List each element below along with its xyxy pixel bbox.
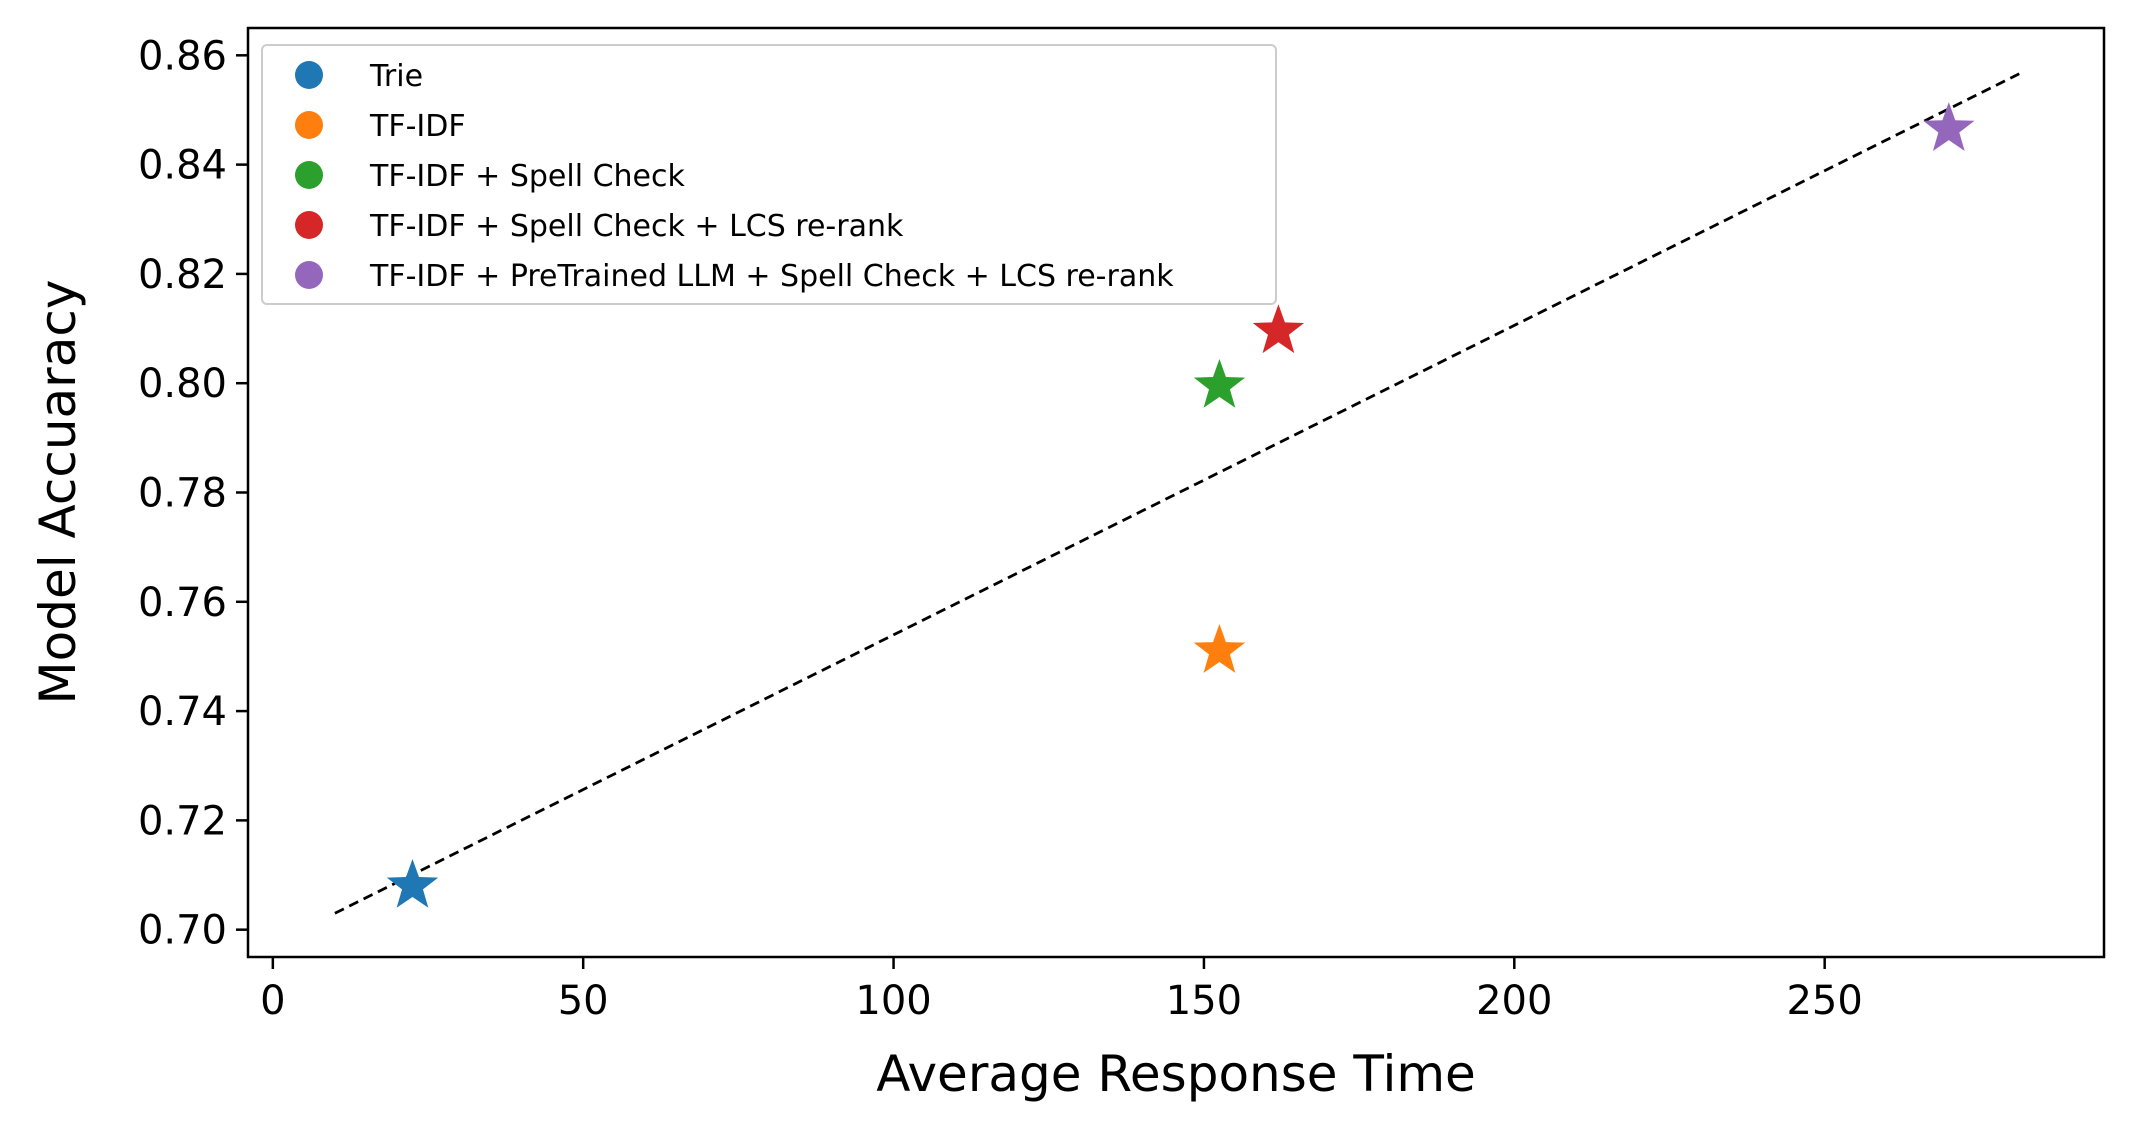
- legend-label: TF-IDF + Spell Check + LCS re-rank: [369, 209, 904, 244]
- legend-frame: [261, 44, 1277, 305]
- trend-line: [334, 70, 2024, 915]
- legend-label: TF-IDF + PreTrained LLM + Spell Check + …: [369, 259, 1174, 294]
- legend-marker: [295, 61, 323, 89]
- y-tick-label: 0.82: [138, 252, 227, 298]
- x-tick-label: 150: [1166, 978, 1242, 1024]
- legend-marker: [295, 261, 323, 289]
- y-tick-label: 0.84: [138, 143, 227, 189]
- data-point-star: [1193, 623, 1246, 673]
- y-tick-label: 0.74: [138, 689, 227, 735]
- y-tick-label: 0.86: [138, 33, 227, 79]
- x-axis-label: Average Response Time: [876, 1045, 1476, 1103]
- legend-marker: [295, 211, 323, 239]
- y-tick-label: 0.80: [138, 361, 227, 407]
- y-tick-label: 0.70: [138, 908, 227, 954]
- legend-marker: [295, 161, 323, 189]
- x-tick-label: 100: [855, 978, 931, 1024]
- x-tick-label: 50: [558, 978, 609, 1024]
- legend-marker: [295, 111, 323, 139]
- data-points: [386, 102, 1975, 908]
- legend-label: Trie: [369, 59, 423, 94]
- x-tick-label: 0: [260, 978, 285, 1024]
- y-tick-label: 0.76: [138, 580, 227, 626]
- y-axis-label: Model Accuaracy: [29, 280, 87, 705]
- data-point-star: [1252, 304, 1305, 354]
- y-axis-ticks: 0.70 0.72 0.74 0.76 0.78 0.80 0.82 0.84 0.86: [138, 33, 248, 954]
- x-tick-label: 250: [1786, 978, 1862, 1024]
- legend: Trie TF-IDF TF-IDF + Spell Check TF-IDF + S…: [261, 44, 1277, 305]
- trend-layer: [334, 70, 2024, 915]
- data-point-star: [386, 858, 439, 908]
- legend-label: TF-IDF: [369, 109, 466, 144]
- legend-label: TF-IDF + Spell Check: [369, 159, 685, 194]
- data-point-star: [1193, 358, 1246, 408]
- x-axis-ticks: 0 50 100 150 200 250: [260, 957, 1863, 1024]
- x-tick-label: 200: [1476, 978, 1552, 1024]
- y-tick-label: 0.78: [138, 471, 227, 517]
- y-tick-label: 0.72: [138, 798, 227, 844]
- data-point-star: [1923, 102, 1975, 151]
